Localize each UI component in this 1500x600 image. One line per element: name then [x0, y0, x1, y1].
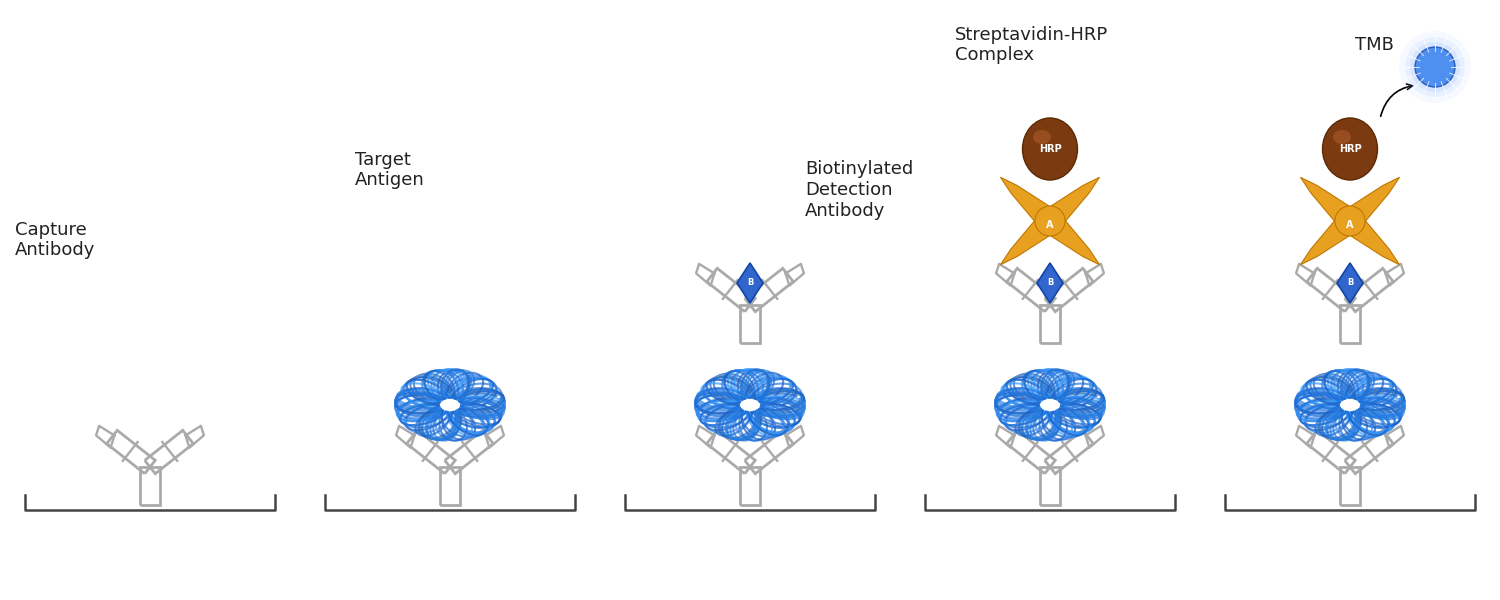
Polygon shape	[140, 467, 160, 505]
Polygon shape	[786, 264, 804, 286]
Polygon shape	[1040, 467, 1060, 505]
Polygon shape	[444, 430, 494, 473]
Polygon shape	[1340, 305, 1360, 343]
Polygon shape	[1036, 263, 1064, 303]
Polygon shape	[96, 426, 114, 448]
Text: Capture
Antibody: Capture Antibody	[15, 221, 96, 259]
Text: Streptavidin-HRP
Complex: Streptavidin-HRP Complex	[956, 26, 1108, 64]
Polygon shape	[1386, 264, 1404, 286]
Text: B: B	[1347, 278, 1353, 287]
Polygon shape	[696, 264, 714, 286]
Polygon shape	[1000, 177, 1058, 230]
Polygon shape	[440, 467, 460, 505]
Polygon shape	[1040, 305, 1060, 343]
Polygon shape	[1296, 426, 1314, 448]
Polygon shape	[696, 426, 714, 448]
Polygon shape	[1086, 264, 1104, 286]
Polygon shape	[186, 426, 204, 448]
Text: HRP: HRP	[1038, 144, 1062, 154]
Polygon shape	[1340, 467, 1360, 505]
Polygon shape	[1296, 264, 1314, 286]
Ellipse shape	[1335, 206, 1365, 236]
Polygon shape	[1306, 430, 1356, 473]
Ellipse shape	[1034, 130, 1052, 144]
Polygon shape	[1342, 212, 1400, 265]
Polygon shape	[1086, 426, 1104, 448]
Polygon shape	[1042, 212, 1100, 265]
Text: TMB: TMB	[1354, 36, 1394, 54]
Polygon shape	[1336, 263, 1364, 303]
Polygon shape	[1300, 177, 1358, 230]
Polygon shape	[396, 426, 414, 448]
Ellipse shape	[1023, 118, 1077, 180]
Polygon shape	[706, 430, 756, 473]
Circle shape	[1406, 37, 1466, 97]
Polygon shape	[740, 305, 760, 343]
Text: B: B	[747, 278, 753, 287]
Polygon shape	[106, 430, 156, 473]
Polygon shape	[740, 467, 760, 505]
Polygon shape	[1042, 177, 1100, 230]
Polygon shape	[1386, 426, 1404, 448]
Polygon shape	[736, 263, 764, 303]
Text: A: A	[1047, 220, 1053, 230]
Text: HRP: HRP	[1338, 144, 1362, 154]
Ellipse shape	[1323, 118, 1377, 180]
Polygon shape	[706, 268, 756, 311]
Text: A: A	[1347, 220, 1353, 230]
Polygon shape	[1007, 268, 1056, 311]
Text: Biotinylated
Detection
Antibody: Biotinylated Detection Antibody	[806, 160, 913, 220]
Polygon shape	[744, 430, 794, 473]
Polygon shape	[1007, 430, 1056, 473]
Text: B: B	[1047, 278, 1053, 287]
Text: Target
Antigen: Target Antigen	[356, 151, 424, 190]
Polygon shape	[1344, 268, 1394, 311]
Polygon shape	[786, 426, 804, 448]
Polygon shape	[1044, 268, 1094, 311]
Ellipse shape	[1334, 130, 1352, 144]
Polygon shape	[1306, 268, 1356, 311]
Polygon shape	[486, 426, 504, 448]
Circle shape	[1414, 47, 1455, 87]
Polygon shape	[1000, 212, 1058, 265]
Polygon shape	[996, 264, 1014, 286]
Polygon shape	[1044, 430, 1094, 473]
Polygon shape	[1344, 430, 1394, 473]
Polygon shape	[1342, 177, 1400, 230]
Polygon shape	[406, 430, 456, 473]
Polygon shape	[744, 268, 794, 311]
Circle shape	[1400, 31, 1472, 103]
Polygon shape	[1300, 212, 1358, 265]
Polygon shape	[144, 430, 194, 473]
Circle shape	[1410, 42, 1460, 92]
Polygon shape	[996, 426, 1014, 448]
Ellipse shape	[1035, 206, 1065, 236]
